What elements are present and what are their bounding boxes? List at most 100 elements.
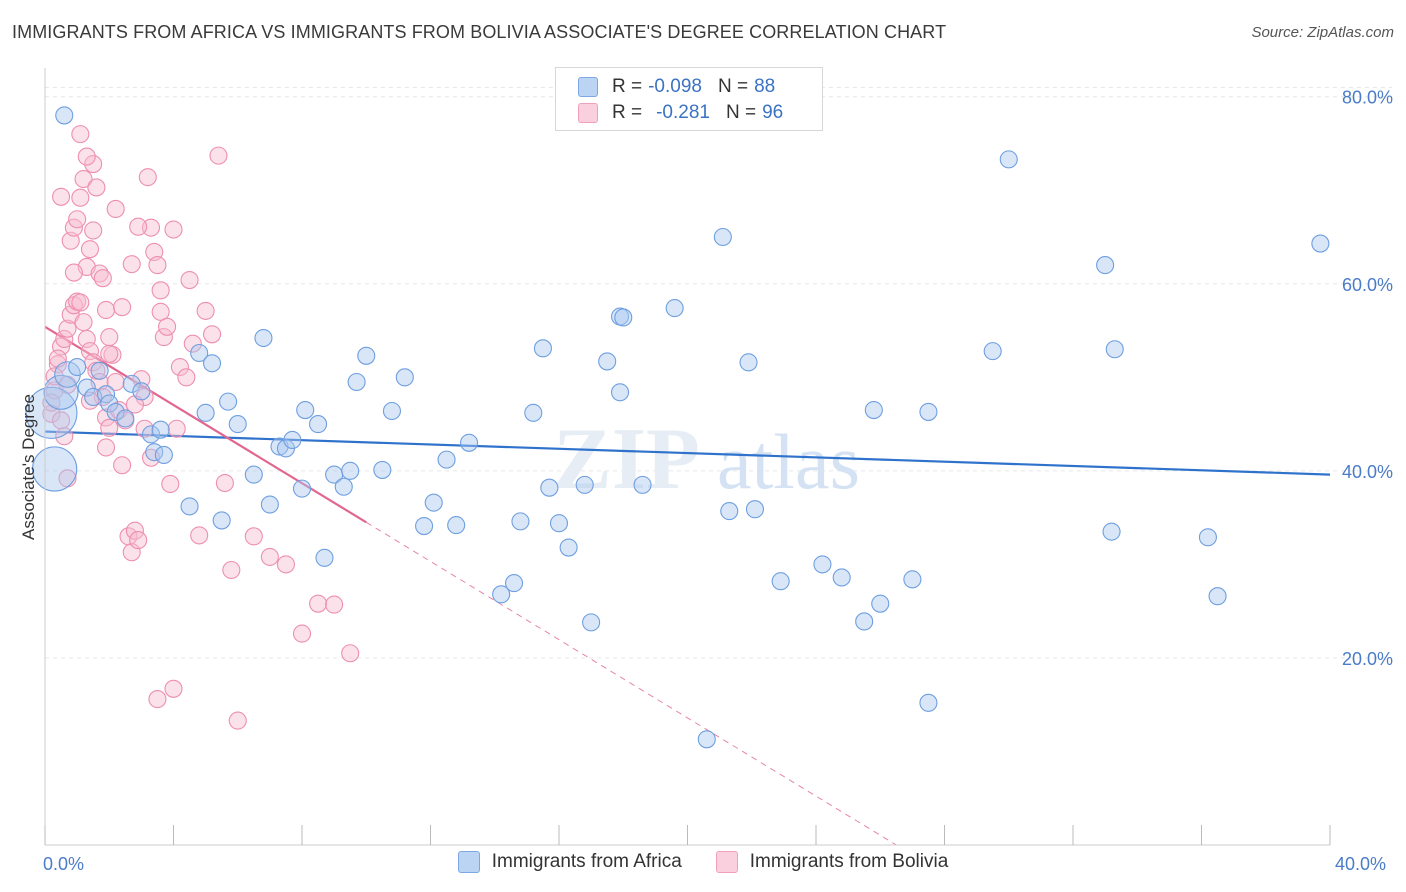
bolivia-point — [55, 329, 74, 349]
bolivia-point — [74, 169, 93, 189]
bolivia-point — [106, 199, 125, 219]
bolivia-point — [151, 281, 170, 300]
africa-point — [347, 372, 366, 392]
africa-point — [582, 613, 601, 632]
africa-point — [739, 353, 758, 372]
y-tick-label: 20.0% — [1342, 649, 1393, 669]
africa-point — [309, 415, 328, 434]
bolivia-point — [177, 368, 196, 387]
bolivia-legend-label: Immigrants from Bolivia — [749, 851, 949, 872]
africa-point — [504, 574, 524, 593]
africa-point — [459, 433, 479, 452]
bolivia-point — [100, 418, 119, 437]
africa-point — [720, 502, 739, 521]
bolivia-point — [148, 256, 167, 275]
bolivia-point — [52, 187, 71, 206]
bolivia-point — [222, 560, 241, 580]
y-axis-label: Associate's Degree — [19, 394, 38, 540]
africa-point — [43, 374, 79, 410]
africa-r-value: -0.098 — [648, 76, 702, 97]
y-tick-labels: 20.0% 40.0% 60.0% 80.0% — [1342, 88, 1393, 669]
africa-point — [919, 402, 938, 421]
africa-point — [1208, 587, 1227, 606]
africa-point — [999, 150, 1018, 169]
africa-point — [697, 730, 716, 749]
africa-point — [77, 378, 96, 397]
bolivia-point — [129, 531, 148, 550]
africa-point — [871, 594, 890, 613]
africa-swatch — [578, 77, 598, 97]
bolivia-point — [77, 147, 96, 166]
bolivia-point — [74, 313, 93, 332]
africa-point — [832, 568, 851, 587]
africa-point — [90, 361, 109, 380]
bolivia-point — [164, 679, 183, 698]
bolivia-point — [141, 218, 161, 237]
trend-line-bolivia-extrapolated — [365, 521, 897, 846]
watermark-atlas: atlas — [717, 418, 860, 505]
bolivia-point — [122, 255, 141, 274]
bolivia-point — [42, 393, 61, 412]
africa-point — [68, 357, 87, 377]
chart-title: IMMIGRANTS FROM AFRICA VS IMMIGRANTS FRO… — [12, 22, 947, 42]
bolivia-point — [84, 155, 103, 174]
africa-point — [334, 477, 353, 496]
bolivia-point — [125, 395, 144, 414]
bolivia-point — [148, 690, 167, 709]
bolivia-point — [96, 438, 116, 457]
africa-point — [180, 497, 199, 516]
trend-line-bolivia — [44, 325, 367, 524]
africa-point — [296, 401, 315, 420]
africa-point — [771, 572, 790, 591]
africa-legend-swatch — [457, 851, 480, 873]
grid-lines — [45, 86, 1392, 659]
africa-point — [141, 425, 161, 444]
stats-legend: R = -0.098 N = 88 R = -0.281 N = 96 — [555, 67, 823, 131]
africa-point — [315, 548, 334, 567]
bolivia-point — [325, 595, 344, 614]
africa-point — [292, 479, 312, 498]
africa-point — [31, 446, 78, 492]
trend-lines — [44, 325, 1331, 846]
legend-item-africa[interactable]: Immigrants from Africa — [457, 851, 682, 873]
africa-point — [25, 386, 78, 439]
bolivia-point — [228, 711, 247, 730]
africa-point — [196, 403, 215, 422]
bolivia-point — [190, 526, 209, 545]
africa-point — [341, 461, 360, 480]
series-legend: Immigrants from Africa Immigrants from B… — [0, 851, 1406, 873]
africa-point — [116, 409, 135, 428]
africa-point — [610, 383, 630, 402]
africa-point — [575, 475, 594, 494]
bolivia-point — [167, 419, 186, 438]
bolivia-point — [170, 357, 189, 377]
africa-point — [1102, 522, 1121, 541]
africa-point — [903, 570, 922, 589]
bolivia-point — [80, 240, 100, 259]
bolivia-point — [341, 644, 360, 663]
africa-legend-label: Immigrants from Africa — [491, 851, 682, 872]
bolivia-point — [180, 270, 199, 290]
y-tick-label: 60.0% — [1342, 275, 1393, 295]
bolivia-point — [158, 317, 177, 336]
africa-point — [55, 106, 74, 125]
africa-point — [244, 465, 263, 484]
africa-point — [415, 516, 434, 536]
africa-point — [357, 346, 376, 365]
bolivia-point — [68, 210, 87, 229]
bolivia-point — [260, 547, 279, 566]
africa-point — [540, 478, 559, 497]
bolivia-point — [93, 269, 112, 288]
africa-point — [437, 450, 456, 469]
bolivia-point — [100, 328, 119, 347]
y-tick-label: 80.0% — [1342, 88, 1393, 108]
africa-point — [614, 308, 633, 327]
bolivia-point — [203, 325, 222, 344]
bolivia-point — [292, 624, 312, 643]
africa-point — [1198, 528, 1217, 547]
africa-point — [106, 402, 125, 421]
bolivia-point — [183, 334, 202, 353]
legend-item-bolivia[interactable]: Immigrants from Bolivia — [715, 851, 949, 873]
bolivia-point — [196, 301, 215, 320]
bolivia-point — [71, 188, 90, 207]
